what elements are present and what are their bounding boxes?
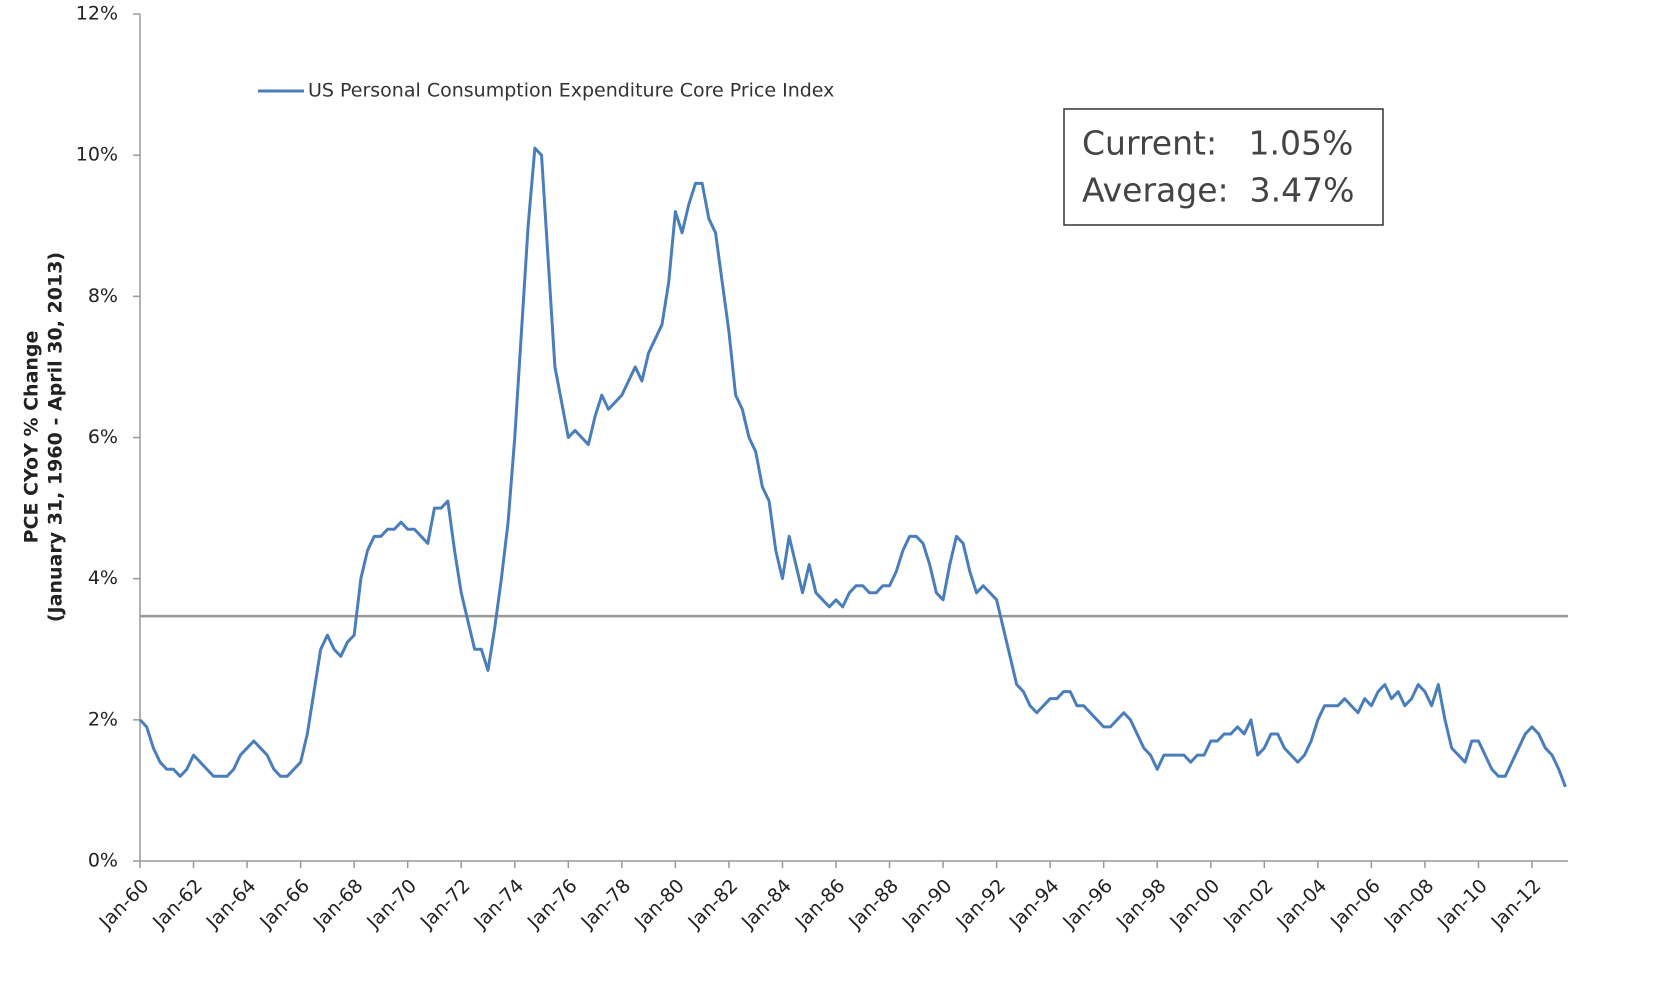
x-tick-label: Jan-10	[1433, 875, 1492, 934]
y-tick-label: 8%	[88, 285, 118, 307]
y-tick-label: 10%	[76, 144, 118, 166]
y-label-line: PCE CYoY % Change	[21, 331, 43, 544]
x-tick-label: Jan-96	[1058, 875, 1117, 934]
x-tick-label: Jan-72	[416, 875, 475, 934]
x-tick-label: Jan-78	[576, 875, 635, 934]
y-tick-label: 12%	[76, 3, 118, 25]
y-tick-label: 6%	[88, 426, 118, 448]
x-tick-label: Jan-62	[148, 875, 207, 934]
y-axis-title: PCE CYoY % Change (January 31, 1960 - Ap…	[21, 252, 67, 622]
annotation-text: Current: 1.05%	[1082, 124, 1353, 163]
x-tick-label: Jan-76	[523, 875, 582, 934]
x-tick-label: Jan-08	[1379, 875, 1438, 934]
x-tick-label: Jan-64	[202, 875, 261, 934]
x-tick-label: Jan-98	[1112, 875, 1171, 934]
x-tick-label: Jan-88	[844, 875, 903, 934]
annotation-text: Average: 3.47%	[1082, 171, 1354, 210]
x-tick-label: Jan-70	[362, 875, 421, 934]
x-tick-label: Jan-04	[1272, 875, 1331, 934]
x-tick-label: Jan-12	[1487, 875, 1546, 934]
annotation-box	[1063, 108, 1384, 226]
x-tick-label: Jan-80	[630, 875, 689, 934]
y-label-line: (January 31, 1960 - April 30, 2013)	[45, 252, 67, 622]
x-tick-label: Jan-66	[255, 875, 314, 934]
data-line	[138, 146, 1567, 788]
x-tick-label: Jan-90	[898, 875, 957, 934]
x-tick-label: Jan-92	[951, 875, 1010, 934]
x-tick-label: Jan-60	[95, 875, 154, 934]
x-tick-label: Jan-74	[469, 875, 528, 934]
y-tick-label: 0%	[88, 850, 118, 872]
x-tick-label: Jan-84	[737, 875, 796, 934]
y-tick-label: 2%	[88, 708, 118, 730]
x-tick-label: Jan-00	[1165, 875, 1224, 934]
x-tick-label: Jan-68	[309, 875, 368, 934]
x-tick-label: Jan-94	[1005, 875, 1064, 934]
x-tick-label: Jan-82	[683, 875, 742, 934]
legend-label: US Personal Consumption Expenditure Core…	[308, 80, 834, 102]
x-tick-label: Jan-02	[1219, 875, 1278, 934]
x-tick-label: Jan-86	[791, 875, 850, 934]
y-tick-label: 4%	[88, 567, 118, 589]
x-tick-label: Jan-06	[1326, 875, 1385, 934]
